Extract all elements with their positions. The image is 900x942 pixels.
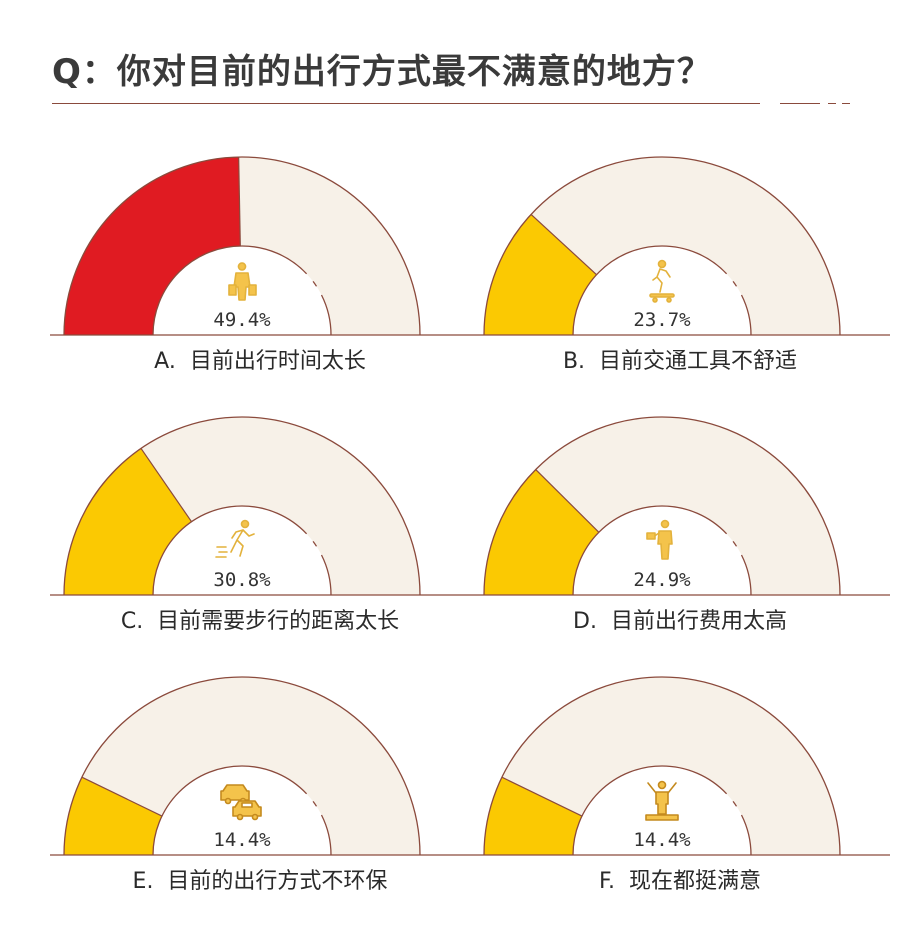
gauge-outer-outline [483, 156, 841, 336]
gauge-outer-outline [483, 676, 841, 856]
gauge-panel: 30.8% C. 目前需要步行的距离太长 [50, 405, 470, 645]
gauge-label: F. 现在都挺满意 [598, 869, 762, 894]
runner-icon [215, 519, 255, 558]
gauge-inner-outline [572, 245, 752, 336]
gauge-value-segment [484, 469, 599, 595]
gauge-chart [470, 676, 890, 856]
gauge-segment-divider [81, 776, 163, 817]
person-paying-icon [646, 519, 673, 560]
gauge-value: 30.8% [213, 569, 271, 591]
gauge-outer-outline [63, 676, 421, 856]
gauge-label: B. 目前交通工具不舒适 [562, 349, 798, 374]
gauge-panel: 49.4% A. 目前出行时间太长 [50, 145, 470, 385]
gauge-chart [50, 156, 470, 336]
skateboarder-icon [649, 259, 675, 303]
title-divider [52, 103, 760, 104]
title-divider-dash [828, 103, 836, 104]
gauge-outer-outline [63, 416, 421, 596]
title-divider-dash [842, 103, 850, 104]
gauge-value: 49.4% [213, 309, 271, 331]
gauge-outer-outline [483, 416, 841, 596]
gauge-value: 23.7% [633, 309, 691, 331]
gauge-panel: 23.7% B. 目前交通工具不舒适 [470, 145, 890, 385]
gauge-label: C. 目前需要步行的距离太长 [120, 609, 400, 634]
gauge-value-segment [64, 448, 192, 595]
gauge-segment-divider [501, 776, 583, 817]
gauge-segment-divider [238, 157, 241, 247]
gauge-segment-divider [535, 469, 600, 533]
gauge-chart [50, 416, 470, 596]
gauge-inner-outline [572, 765, 752, 856]
gauge-panel: 14.4% E. 目前的出行方式不环保 [50, 665, 470, 905]
walker-with-bags-icon [228, 262, 257, 301]
gauge-label: D. 目前出行费用太高 [573, 609, 787, 634]
gauge-panel: 14.4% F. 现在都挺满意 [470, 665, 890, 905]
gauge-outer-outline [63, 156, 421, 336]
gauge-value-segment [484, 777, 582, 855]
gauge-inner-outline [152, 505, 332, 596]
gauge-value-segment [64, 157, 241, 335]
gauge-value-segment [484, 214, 597, 335]
gauge-inner-outline [152, 245, 332, 336]
gauge-inner-outline [152, 765, 332, 856]
gauge-value: 14.4% [633, 829, 691, 851]
gauge-panel: 24.9% D. 目前出行费用太高 [470, 405, 890, 645]
gauge-inner-outline [572, 505, 752, 596]
gauge-value: 24.9% [633, 569, 691, 591]
gauge-value-segment [64, 777, 162, 855]
title-divider-dash [780, 103, 820, 104]
gauge-segment-divider [530, 213, 597, 276]
gauge-chart [470, 416, 890, 596]
gauge-label: E. 目前的出行方式不环保 [132, 869, 388, 894]
two-cars-icon [220, 784, 262, 821]
page-title: Q：你对目前的出行方式最不满意的地方？ [52, 52, 712, 92]
gauge-segment-divider [140, 448, 193, 523]
gauge-chart [470, 156, 890, 336]
cheering-person-icon [645, 780, 679, 821]
gauge-label: A. 目前出行时间太长 [154, 349, 366, 374]
gauge-chart [50, 676, 470, 856]
gauge-value: 14.4% [213, 829, 271, 851]
